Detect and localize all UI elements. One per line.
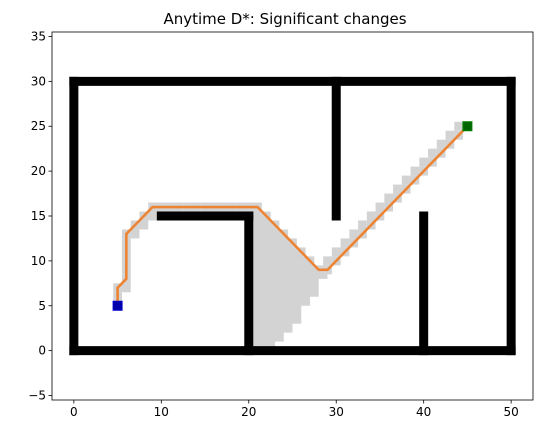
- goal-marker: [462, 121, 473, 132]
- visited-cell: [375, 202, 385, 212]
- visited-cell: [139, 220, 149, 230]
- visited-cell: [288, 247, 297, 257]
- obstacle-wall: [331, 76, 341, 221]
- y-tick-label: −5: [28, 389, 46, 403]
- visited-cell: [358, 220, 367, 230]
- y-tick-label: 35: [31, 29, 46, 43]
- x-tick-label: 20: [241, 405, 256, 419]
- visited-cell: [296, 256, 306, 266]
- visited-cell: [279, 238, 289, 248]
- visited-cell: [323, 256, 332, 266]
- y-tick-label: 10: [31, 254, 46, 268]
- obstacle-wall: [419, 211, 429, 356]
- x-tick-label: 0: [70, 405, 78, 419]
- obstacle-wall: [506, 76, 516, 356]
- path-line: [116, 125, 469, 306]
- visited-cell: [253, 211, 262, 221]
- obstacle-wall: [69, 76, 79, 356]
- y-tick-label: 30: [31, 74, 46, 88]
- obstacle-wall: [244, 211, 254, 356]
- obstacle-wall: [69, 346, 516, 356]
- visited-cell: [121, 283, 131, 293]
- visited-cell: [340, 238, 350, 248]
- visited-cell: [331, 247, 341, 257]
- visited-cell: [454, 121, 464, 131]
- obstacle-wall: [156, 211, 254, 221]
- visited-cell: [401, 175, 411, 185]
- visited-cell: [305, 265, 315, 275]
- start-marker: [112, 300, 123, 311]
- visited-cell: [393, 184, 402, 194]
- x-tick-label: 50: [503, 405, 518, 419]
- y-tick-label: 20: [31, 164, 46, 178]
- plot-area: [69, 76, 516, 356]
- visited-cell: [419, 157, 429, 167]
- y-tick-label: 15: [31, 209, 46, 223]
- obstacle-wall: [69, 76, 516, 86]
- y-tick-label: 0: [38, 344, 46, 358]
- visited-region: [248, 216, 328, 351]
- visited-cell: [349, 229, 359, 239]
- visited-cell: [445, 130, 455, 140]
- x-tick-label: 10: [154, 405, 169, 419]
- y-tick-label: 5: [38, 299, 46, 313]
- axes-frame: [51, 31, 534, 401]
- visited-cell: [130, 229, 140, 239]
- visited-cell: [384, 193, 394, 203]
- visited-cell: [410, 166, 420, 176]
- x-tick-label: 40: [416, 405, 431, 419]
- visited-cell: [261, 220, 271, 230]
- y-tick-label: 25: [31, 119, 46, 133]
- x-tick-label: 30: [329, 405, 344, 419]
- visited-cell: [366, 211, 376, 221]
- visited-cell: [270, 229, 280, 239]
- chart-title: Anytime D*: Significant changes: [163, 10, 406, 28]
- axes: 0 10 20 30 40 50 −5 0 5 10 15 20 25 30 35: [28, 29, 534, 419]
- visited-cell: [436, 139, 446, 149]
- visited-cell: [148, 211, 157, 221]
- visited-cell: [428, 148, 437, 158]
